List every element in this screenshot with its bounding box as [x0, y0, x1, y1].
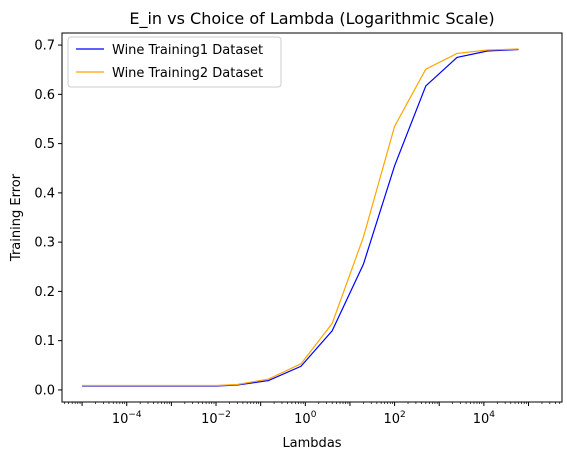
y-tick-label: 0.5: [34, 137, 55, 152]
y-axis-label: Training Error: [9, 173, 24, 262]
y-tick-label: 0.7: [34, 39, 55, 54]
y-tick-label: 0.6: [34, 88, 55, 103]
x-axis-label: Lambdas: [282, 436, 341, 451]
y-tick-label: 0.2: [34, 285, 55, 300]
legend-box: [67, 36, 282, 88]
y-tick-label: 0.3: [34, 236, 55, 251]
chart-title: E_in vs Choice of Lambda (Logarithmic Sc…: [129, 9, 494, 29]
legend-label-training2: Wine Training2 Dataset: [112, 66, 263, 81]
legend-label-training1: Wine Training1 Dataset: [112, 43, 263, 58]
plot-area: [61, 32, 563, 403]
series-layer: [82, 48, 519, 387]
axes-frame: [61, 32, 563, 403]
y-tick-label: 0.1: [34, 334, 55, 349]
series-line-2: [82, 48, 519, 387]
y-axis-ticks: 0.0 0.1 0.2 0.3 0.4 0.5 0.6 0.7: [34, 39, 62, 398]
legend: Wine Training1 Dataset Wine Training2 Da…: [67, 36, 282, 88]
y-tick-label: 0.0: [34, 383, 55, 398]
y-tick-label: 0.4: [34, 186, 55, 201]
